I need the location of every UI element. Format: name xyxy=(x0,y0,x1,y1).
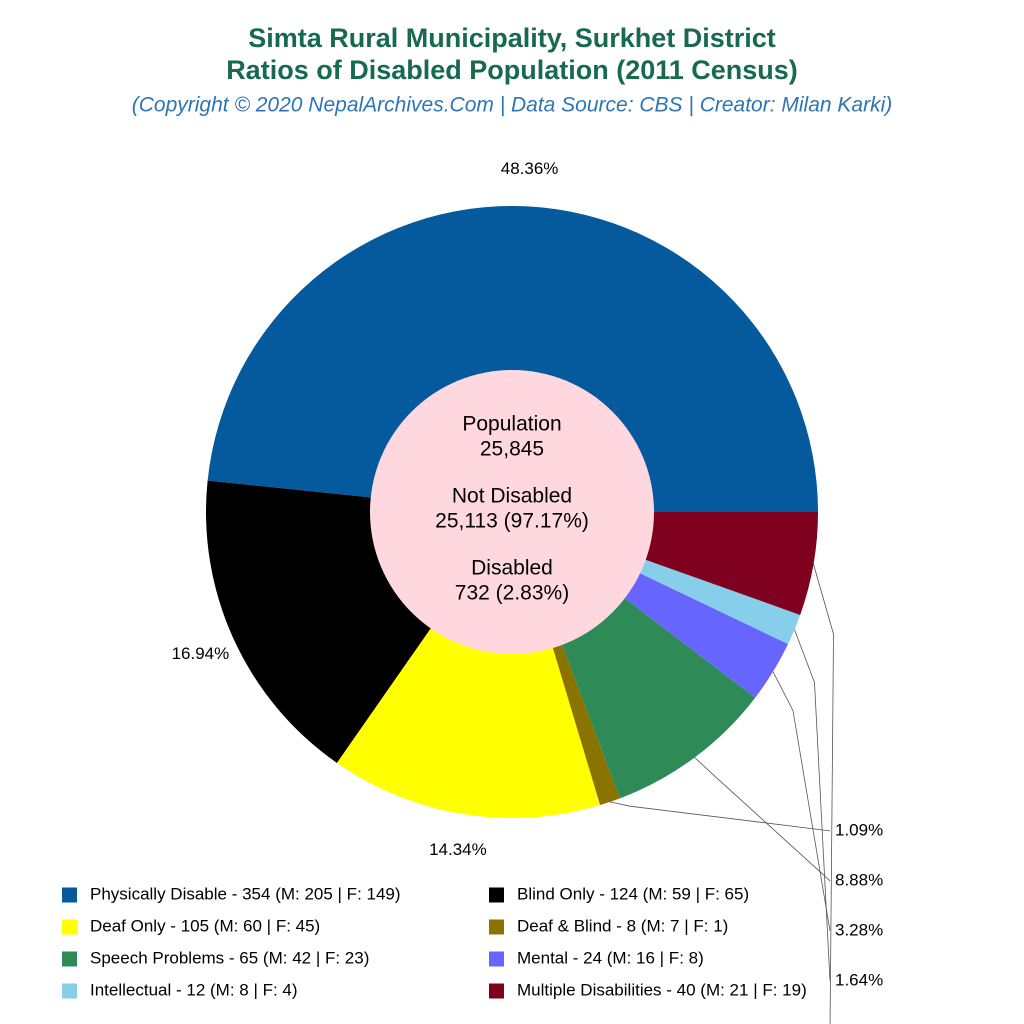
leader-line xyxy=(772,671,831,931)
data-label: 48.36% xyxy=(501,159,559,178)
center-text: Population xyxy=(462,413,561,436)
leader-line xyxy=(813,564,834,1024)
legend-label: Deaf Only - 105 (M: 60 | F: 45) xyxy=(90,916,320,935)
leader-line xyxy=(794,629,831,981)
legend-swatch xyxy=(62,951,77,967)
data-label: 16.94% xyxy=(172,644,230,663)
leader-line xyxy=(609,801,831,832)
legend-label: Blind Only - 124 (M: 59 | F: 65) xyxy=(517,884,749,903)
center-text: 25,113 (97.17%) xyxy=(435,510,589,533)
legend-label: Intellectual - 12 (M: 8 | F: 4) xyxy=(90,980,298,999)
legend-label: Mental - 24 (M: 16 | F: 8) xyxy=(517,948,704,967)
center-circle xyxy=(370,370,654,654)
chart-title: Simta Rural Municipality, Surkhet Distri… xyxy=(248,23,776,53)
pie-slice xyxy=(207,205,819,512)
data-label: 8.88% xyxy=(835,870,883,889)
legend-swatch xyxy=(489,919,504,935)
center-text: 732 (2.83%) xyxy=(455,582,569,605)
legend-swatch xyxy=(489,951,504,967)
legend-swatch xyxy=(489,887,504,903)
legend-swatch xyxy=(62,983,77,999)
legend-swatch xyxy=(62,887,77,903)
data-label: 14.34% xyxy=(429,840,487,859)
center-text: 25,845 xyxy=(480,438,544,461)
legend-label: Multiple Disabilities - 40 (M: 21 | F: 1… xyxy=(517,980,807,999)
chart-title: Ratios of Disabled Population (2011 Cens… xyxy=(226,55,798,85)
legend-swatch xyxy=(62,919,77,935)
legend-swatch xyxy=(489,983,504,999)
center-text: Not Disabled xyxy=(452,485,572,508)
leader-line xyxy=(694,757,831,882)
legend-label: Speech Problems - 65 (M: 42 | F: 23) xyxy=(90,948,369,967)
data-label: 1.64% xyxy=(835,970,883,989)
data-label: 5.46% xyxy=(835,1020,883,1024)
chart-subtitle: (Copyright © 2020 NepalArchives.Com | Da… xyxy=(132,94,893,117)
legend-label: Physically Disable - 354 (M: 205 | F: 14… xyxy=(90,884,401,903)
center-text: Disabled xyxy=(471,557,553,580)
data-label: 1.09% xyxy=(835,820,883,839)
legend-label: Deaf & Blind - 8 (M: 7 | F: 1) xyxy=(517,916,728,935)
data-label: 3.28% xyxy=(835,920,883,939)
